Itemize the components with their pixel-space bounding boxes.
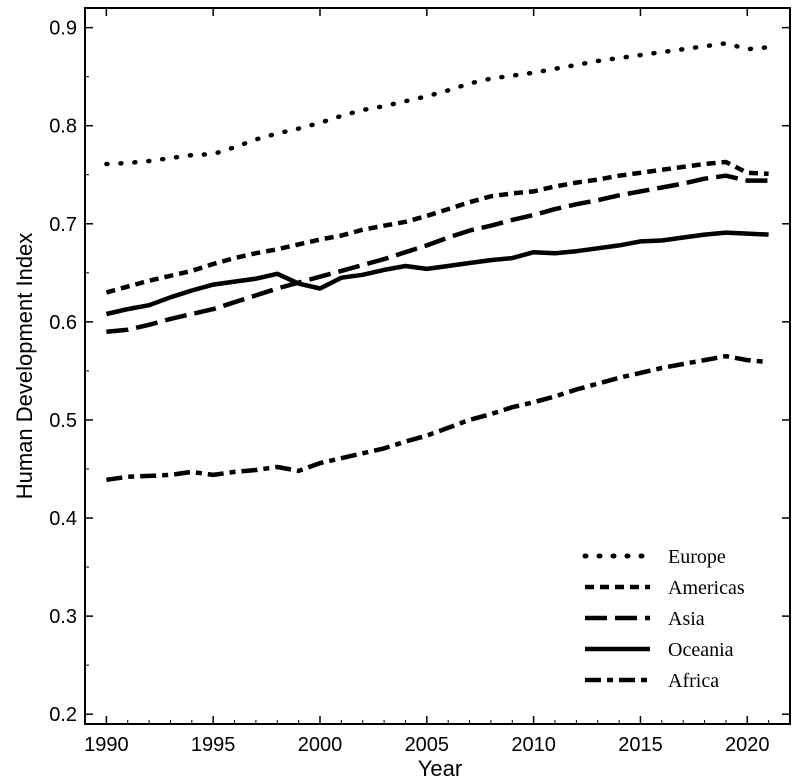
series-line-americas [105, 159, 769, 295]
x-axis-ticks: 1990 1995 2000 2005 2010 2015 2020 [84, 8, 791, 756]
y-tick-label: 0.8 [49, 116, 77, 138]
series-lines [104, 41, 771, 483]
x-axis-title: Year [418, 756, 462, 781]
y-axis-title: Human Development Index [12, 233, 37, 500]
legend-label-oceania: Oceania [668, 639, 734, 661]
x-tick-label: 2000 [298, 734, 343, 756]
legend-label-americas: Americas [668, 577, 745, 599]
y-tick-label: 0.2 [49, 704, 77, 726]
legend-label-africa: Africa [668, 670, 719, 692]
x-tick-label: 1995 [191, 734, 236, 756]
series-line-asia [106, 173, 769, 334]
x-tick-label: 2015 [618, 734, 663, 756]
y-tick-label: 0.3 [49, 606, 77, 628]
y-axis-ticks: 0.2 0.3 0.4 0.5 0.6 0.7 0.8 0.9 [49, 18, 790, 726]
x-tick-label: 2010 [511, 734, 556, 756]
series-line-oceania [105, 230, 769, 317]
y-tick-label: 0.7 [49, 214, 77, 236]
y-tick-label: 0.9 [49, 18, 77, 40]
x-tick-label: 2005 [405, 734, 450, 756]
legend-label-asia: Asia [668, 608, 705, 630]
y-tick-label: 0.4 [49, 508, 77, 530]
y-tick-label: 0.5 [49, 410, 77, 432]
legend: Europe Americas Asia Oceania Africa [582, 546, 745, 692]
x-tick-label: 2020 [725, 734, 770, 756]
plot-frame [84, 7, 791, 725]
series-line-europe [104, 41, 771, 167]
y-tick-label: 0.6 [49, 312, 77, 334]
legend-label-europe: Europe [668, 546, 726, 568]
series-line-africa [106, 353, 769, 483]
x-tick-label: 1990 [84, 734, 129, 756]
